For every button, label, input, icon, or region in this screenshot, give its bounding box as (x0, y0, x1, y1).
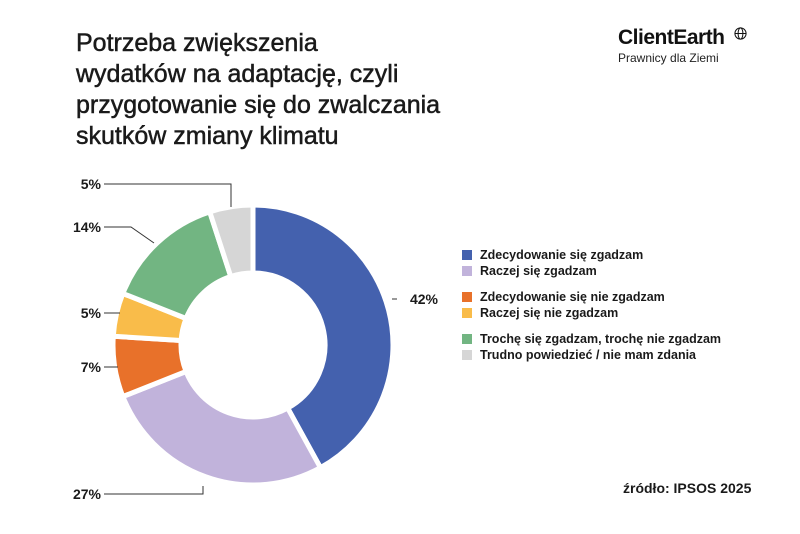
slice-data-label: 5% (81, 305, 102, 321)
chart-title-line: wydatków na adaptację, czyli (76, 60, 399, 89)
slice-data-label: 42% (410, 291, 439, 307)
donut-slice (206, 202, 256, 280)
chart-title-line: Potrzeba zwiększenia (76, 29, 318, 58)
logo-name: ClientEarth (618, 26, 725, 49)
label-leader-line (104, 183, 232, 207)
legend-label: Trudno powiedzieć / nie mam zdania (480, 348, 697, 362)
chart-title-line: przygotowanie się do zwalczania (76, 91, 441, 120)
legend-swatch (462, 350, 472, 360)
donut-slice (250, 202, 396, 472)
label-leader-line (104, 486, 204, 495)
legend-swatch (462, 266, 472, 276)
legend-label: Zdecydowanie się zgadzam (480, 248, 644, 262)
chart-title-line: skutków zmiany klimatu (76, 122, 339, 151)
source-note: źródło: IPSOS 2025 (623, 480, 752, 496)
legend-label: Raczej się zgadzam (480, 264, 597, 278)
globe-icon (734, 27, 747, 40)
chart-title: Potrzeba zwiększenia wydatków na adaptac… (76, 28, 496, 152)
legend-swatch (462, 334, 472, 344)
slice-data-label: 7% (81, 359, 102, 375)
legend-item: Raczej się zgadzam (462, 264, 597, 278)
slice-data-label: 27% (73, 486, 102, 502)
slice-data-label: 5% (81, 176, 102, 192)
legend-label: Zdecydowanie się nie zgadzam (480, 290, 665, 304)
legend-swatch (462, 308, 472, 318)
legend-label: Trochę się zgadzam, trochę nie zgadzam (480, 332, 722, 346)
legend-item: Zdecydowanie się zgadzam (462, 248, 643, 262)
legend-item: Trochę się zgadzam, trochę nie zgadzam (462, 332, 721, 346)
legend-item: Zdecydowanie się nie zgadzam (462, 290, 665, 304)
label-leader-line (104, 226, 155, 244)
legend-swatch (462, 292, 472, 302)
logo-tagline: Prawnicy dla Ziemi (618, 51, 719, 65)
legend-item: Raczej się nie zgadzam (462, 306, 618, 320)
clientearth-logo: ClientEarth Prawnicy dla Ziemi (618, 26, 747, 65)
legend-label: Raczej się nie zgadzam (480, 306, 619, 320)
legend-item: Trudno powiedzieć / nie mam zdania (462, 348, 696, 362)
slice-data-label: 14% (73, 219, 102, 235)
legend-swatch (462, 250, 472, 260)
donut-slice (119, 368, 324, 488)
